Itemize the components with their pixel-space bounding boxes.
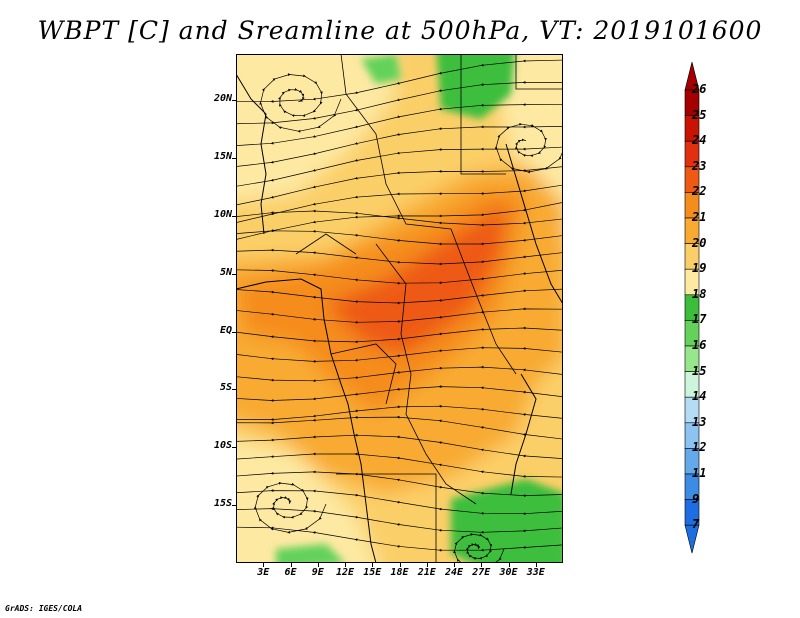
lon-label: 12E [335,567,355,578]
lon-label: 24E [444,567,464,578]
lon-label: 21E [417,567,436,578]
colorbar-label: 9 [692,491,700,506]
colorbar-label: 16 [692,338,707,352]
wbpt-streamline-map [236,54,563,563]
colorbar-bottom-arrow [684,524,700,554]
lat-tick [232,389,236,391]
lat-tick [232,100,236,102]
lon-label: 3E [257,567,270,578]
lon-tick [372,563,374,567]
map-panel [236,54,563,563]
colorbar-label: 23 [692,158,707,173]
streamline [236,288,563,305]
lat-tick [232,331,236,333]
streamline [494,122,563,174]
streamline [236,415,563,440]
lon-tick [535,563,537,567]
streamline [453,533,505,563]
streamline [259,73,342,133]
lon-label: 9E [311,567,324,578]
grads-credit: GrADS: IGES/COLA [5,604,83,613]
lat-label: 10N [213,208,232,220]
lat-label: 15N [213,151,232,163]
lat-tick [232,215,236,217]
streamline [236,365,563,383]
colorbar-label: 26 [692,82,707,96]
lon-tick [345,563,346,567]
colorbar-label: 11 [692,466,707,480]
streamline [236,229,563,246]
colorbar-label: 14 [692,389,707,404]
streamlines [236,59,563,563]
colorbar-label: 20 [692,235,707,250]
colorbar-label: 18 [692,286,707,301]
lon-tick [508,563,510,567]
colorbar-label: 12 [692,440,707,455]
lat-label: EQ [219,324,232,336]
streamline [236,269,563,285]
streamline [236,346,563,363]
streamline [236,326,563,344]
lon-label: 27E [472,567,491,578]
lon-tick [399,563,401,567]
lon-tick [290,563,292,567]
colorbar-label: 22 [692,184,707,199]
lon-tick [481,563,483,567]
streamline [236,248,563,266]
colorbar-label: 15 [692,363,707,378]
lon-label: 30E [499,567,518,578]
streamline [253,481,327,534]
streamline [236,209,563,227]
colorbar-label: 17 [692,312,707,327]
lat-label: 20N [213,93,232,105]
lon-label: 15E [363,567,382,578]
lat-tick [232,505,236,507]
lat-tick [232,273,236,275]
lat-label: 10S [213,440,232,452]
lat-tick [232,158,236,160]
colorbar-label: 13 [692,414,707,429]
lon-label: 6E [284,567,297,578]
lon-tick [426,563,428,567]
lat-label: 15S [213,498,232,510]
lat-label: 5N [219,266,232,278]
streamline [236,385,563,402]
colorbar-label: 24 [692,133,707,148]
lon-tick [263,563,265,567]
lon-tick [454,563,455,567]
lat-label: 5S [219,382,232,394]
colorbar [684,62,700,554]
lat-tick [232,447,236,449]
streamline [236,307,563,324]
colorbar-label: 25 [692,107,707,122]
lon-label: 18E [390,567,409,578]
map-title: WBPT [C] and Sreamline at 500hPa, VT: 20… [37,16,763,45]
colorbar-label: 21 [692,210,707,224]
lon-label: 33E [526,567,545,578]
colorbar-label: 19 [692,261,707,276]
colorbar-label: 7 [692,517,700,532]
lon-tick [317,563,319,567]
